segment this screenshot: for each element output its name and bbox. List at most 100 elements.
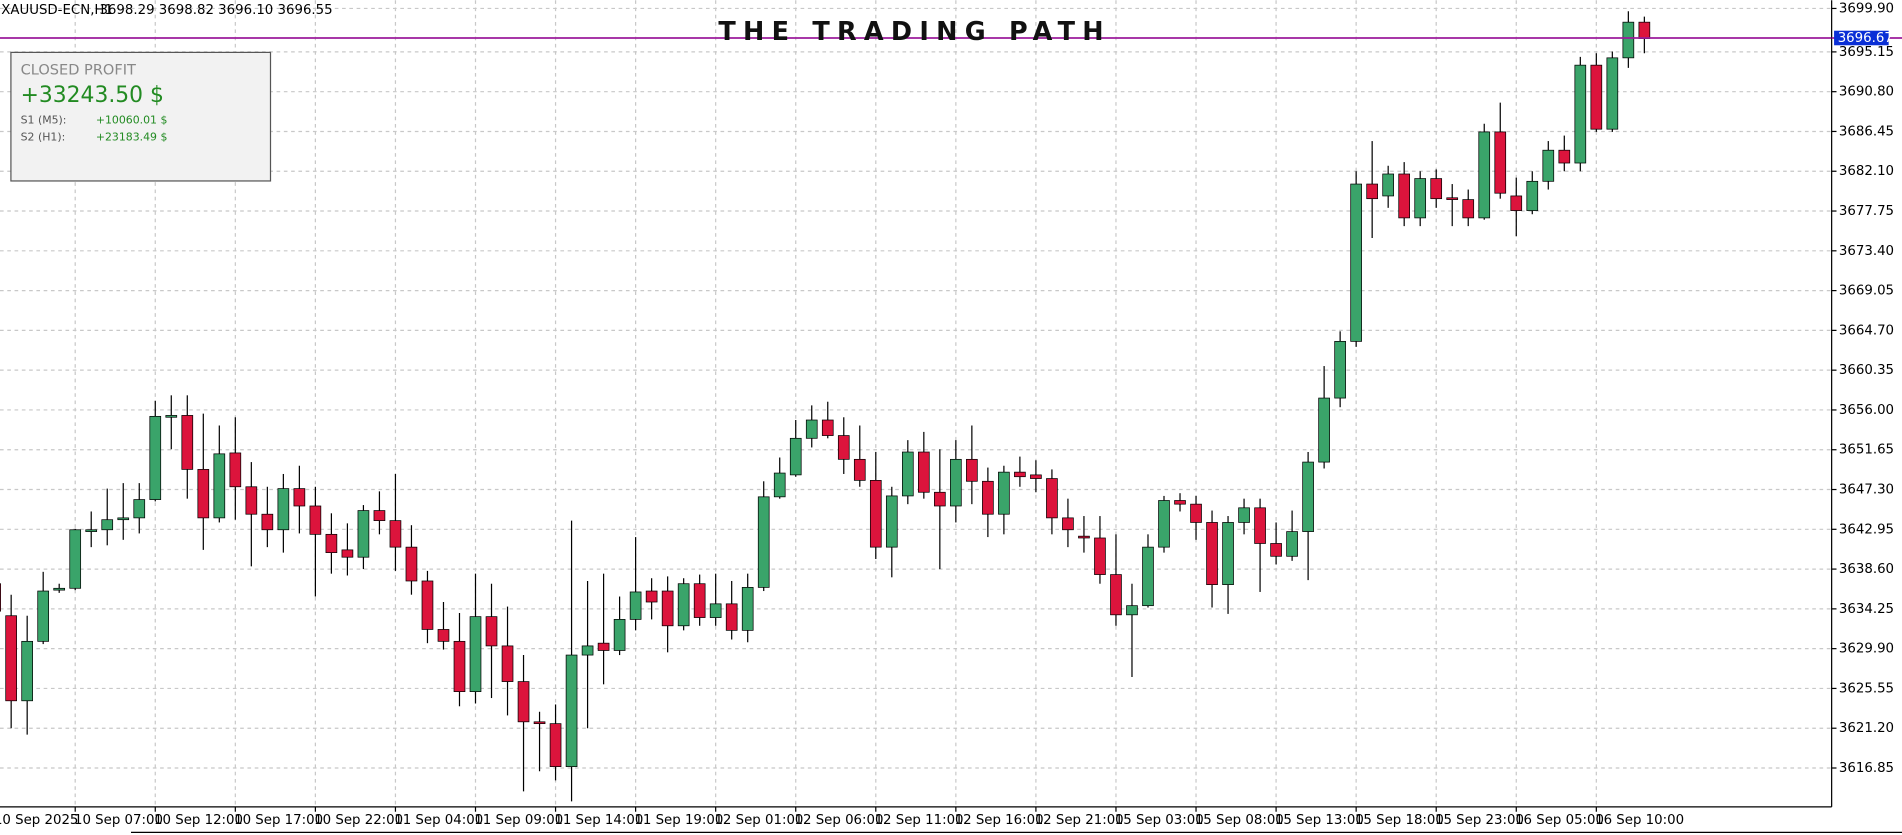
x-tick-label: 12 Sep 01:00 [714, 813, 803, 828]
y-tick-label: 3699.90 [1839, 1, 1894, 16]
candle-body [837, 435, 850, 460]
candle-body [597, 642, 610, 651]
x-tick-label: 10 Sep 12:00 [154, 813, 243, 828]
symbol-label: XAUUSD-ECN,H1 [1, 3, 113, 18]
x-tick-label: 12 Sep 11:00 [875, 813, 964, 828]
candle-body [1046, 478, 1058, 519]
y-tick-label: 3656.00 [1839, 403, 1894, 418]
candle-body [629, 591, 642, 620]
candle-body [1542, 149, 1555, 182]
candle-body [1190, 503, 1202, 523]
candle-body [1638, 21, 1651, 40]
candle-body [1078, 535, 1090, 539]
candle-body [1126, 605, 1138, 616]
panel-title: CLOSED PROFIT [21, 62, 136, 79]
candle-body [117, 517, 130, 521]
candle-body [934, 491, 946, 507]
candle-body [789, 437, 802, 476]
candle-body [1574, 64, 1587, 164]
candle-body [1446, 197, 1459, 200]
candle-body [5, 615, 17, 702]
candle-body [885, 495, 898, 548]
plot-area [0, 11, 1832, 802]
candle-body [757, 496, 770, 588]
candle-body [869, 480, 882, 548]
price-label: 3696.67 [1838, 31, 1893, 46]
candle-body [293, 488, 306, 507]
candle-body [1174, 500, 1186, 505]
candle-body [165, 415, 178, 418]
panel-row-value: +23183.49 $ [96, 130, 168, 143]
candle-body [1526, 180, 1539, 211]
panel-total: +33243.50 $ [21, 83, 164, 108]
candle-body [1494, 131, 1507, 194]
y-tick-label: 3677.75 [1839, 204, 1894, 219]
candle-body [453, 640, 466, 693]
candle-body [1318, 397, 1330, 463]
candle-body [853, 458, 866, 481]
y-tick-label: 3629.90 [1839, 642, 1894, 657]
panel-row-name: S1 (M5): [21, 113, 67, 126]
candle-body [149, 415, 162, 500]
candle-body [677, 583, 690, 627]
candle-body [613, 619, 626, 651]
candle-body [918, 451, 930, 493]
x-tick-label: 16 Sep 05:00 [1515, 813, 1604, 828]
x-tick-label: 12 Sep 21:00 [1035, 813, 1124, 828]
candle-body [1430, 178, 1443, 200]
y-tick-label: 3634.25 [1839, 602, 1894, 617]
candle-body [709, 603, 722, 618]
candle-body [950, 458, 962, 507]
candle-body [197, 469, 210, 519]
y-tick-label: 3690.80 [1839, 85, 1894, 100]
candle-body [998, 471, 1010, 515]
x-tick-label: 11 Sep 09:00 [474, 813, 563, 828]
profit-panel: CLOSED PROFIT +33243.50 $ S1 (M5): +1006… [10, 51, 272, 182]
y-tick-label: 3695.15 [1839, 45, 1894, 60]
candle-body [1206, 522, 1218, 585]
candle-body [69, 529, 82, 589]
candle-body [485, 616, 498, 647]
panel-row-value: +10060.01 $ [96, 113, 168, 126]
candle-body [1478, 131, 1491, 219]
candle-body [1606, 57, 1619, 130]
candle-body [693, 583, 706, 618]
candle-body [1350, 183, 1362, 342]
candle-body [1286, 531, 1298, 557]
candle-body [181, 415, 194, 470]
candle-body [565, 654, 578, 767]
candle-body [37, 590, 50, 642]
x-tick-label: 12 Sep 16:00 [955, 813, 1044, 828]
candle-body [213, 453, 226, 519]
candle-body [1158, 500, 1170, 548]
candle-body [1238, 507, 1250, 523]
candle-body [773, 472, 786, 498]
candle-body [1462, 199, 1475, 219]
candle-body [133, 499, 146, 519]
candle-body [437, 629, 450, 642]
candle-body [1062, 517, 1074, 531]
candle-body [1558, 149, 1571, 164]
x-tick-label: 15 Sep 13:00 [1275, 813, 1364, 828]
x-tick-label: 15 Sep 03:00 [1115, 813, 1204, 828]
x-tick-label: 11 Sep 14:00 [554, 813, 643, 828]
candle-body [245, 486, 258, 515]
candle-body [966, 458, 978, 482]
y-tick-label: 3625.55 [1839, 681, 1894, 696]
candle-body [325, 533, 338, 553]
candle-body [1030, 474, 1042, 479]
y-tick-label: 3647.30 [1839, 483, 1894, 498]
candle-body [389, 520, 402, 548]
y-tick-label: 3616.85 [1839, 761, 1894, 776]
candle-body [1622, 21, 1635, 59]
candle-body [645, 590, 658, 603]
candle-body [821, 419, 834, 436]
candle-body [1014, 471, 1026, 478]
x-tick-label: 15 Sep 18:00 [1355, 813, 1444, 828]
x-tick-label: 15 Sep 08:00 [1195, 813, 1284, 828]
x-tick-label: 10 Sep 2025 [0, 813, 78, 828]
candle-body [1110, 574, 1122, 616]
candle-body [501, 645, 514, 682]
candle-body [1334, 340, 1346, 399]
